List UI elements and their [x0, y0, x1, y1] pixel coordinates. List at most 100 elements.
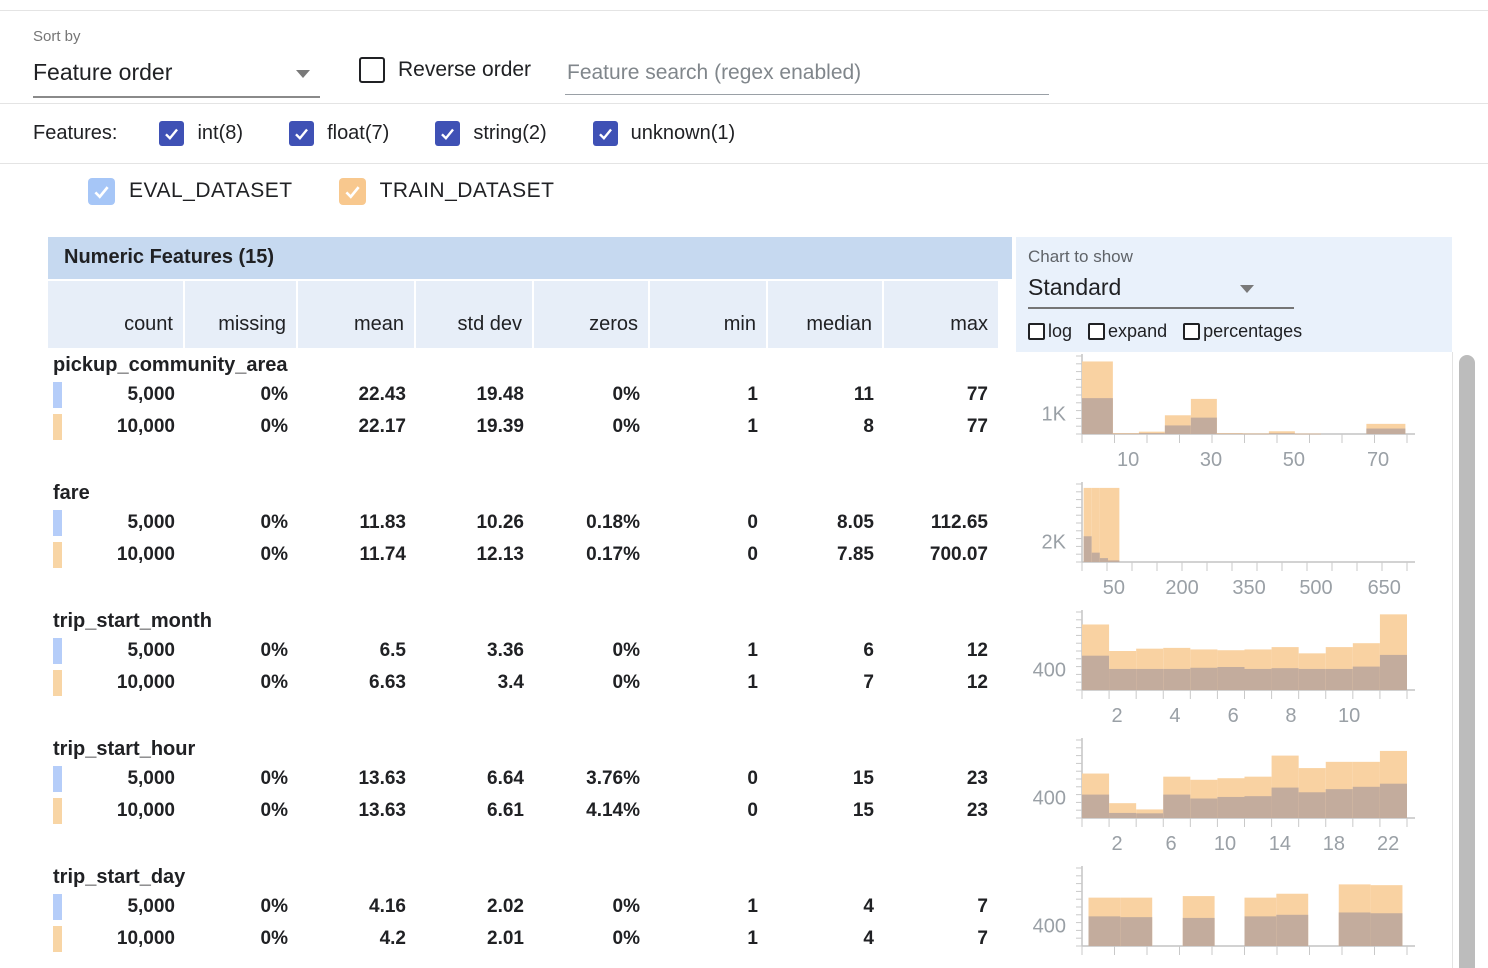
checked-checkbox — [289, 121, 314, 146]
chart-type-value: Standard — [1028, 269, 1294, 305]
svg-text:4: 4 — [1169, 705, 1180, 727]
stat-max: 12 — [884, 636, 998, 668]
vertical-scrollbar-thumb[interactable] — [1459, 355, 1475, 968]
stat-max: 77 — [884, 412, 998, 444]
sort-by-label: Sort by — [33, 28, 81, 45]
stat-std-dev: 3.4 — [416, 668, 534, 700]
chart-option-label: expand — [1108, 321, 1167, 342]
dataset-color-marker — [53, 382, 62, 408]
feature-type-checkbox-int[interactable]: int(8) — [159, 121, 243, 146]
check-icon — [162, 124, 181, 143]
stat-std-dev: 19.48 — [416, 380, 534, 412]
chart-option-percentages[interactable]: percentages — [1183, 321, 1302, 342]
stat-zeros: 0% — [534, 668, 650, 700]
svg-text:22: 22 — [1377, 833, 1399, 855]
stat-mean: 22.43 — [298, 380, 416, 412]
stat-missing: 0% — [185, 508, 298, 540]
feature-type-checkbox-unknown[interactable]: unknown(1) — [593, 121, 736, 146]
stat-min: 1 — [650, 892, 768, 924]
stat-mean: 6.63 — [298, 668, 416, 700]
svg-text:400: 400 — [1033, 916, 1066, 938]
feature-type-label: string(2) — [473, 122, 546, 145]
feature-name: trip_start_hour — [53, 738, 195, 761]
feature-type-label: unknown(1) — [631, 122, 736, 145]
checked-checkbox — [88, 178, 115, 205]
svg-text:200: 200 — [1165, 577, 1198, 599]
svg-text:400: 400 — [1033, 660, 1066, 682]
stat-mean: 4.2 — [298, 924, 416, 956]
sort-by-dropdown[interactable]: Feature order — [33, 52, 320, 98]
dataset-color-marker — [53, 894, 62, 920]
feature-type-filters: int(8) float(7) string(2) unknown(1) — [159, 121, 781, 146]
feature-type-checkbox-float[interactable]: float(7) — [289, 121, 389, 146]
stat-count: 5,000 — [48, 380, 185, 412]
checked-checkbox — [339, 178, 366, 205]
svg-text:70: 70 — [1367, 449, 1389, 471]
chart-option-log[interactable]: log — [1028, 321, 1072, 342]
dataset-checkbox-train_dataset[interactable]: TRAIN_DATASET — [339, 178, 555, 205]
stat-std-dev: 3.36 — [416, 636, 534, 668]
sort-by-value: Feature order — [33, 52, 320, 92]
stat-zeros: 0% — [534, 412, 650, 444]
scrollbar-track-edge — [1452, 352, 1453, 968]
stat-min: 0 — [650, 508, 768, 540]
stat-mean: 13.63 — [298, 764, 416, 796]
dataset-color-marker — [53, 670, 62, 696]
chart-type-dropdown[interactable]: Standard — [1028, 269, 1294, 309]
histogram-trip_start_day: 400 — [1012, 864, 1432, 968]
stats-row-eval: 5,0000%6.53.360%1612 — [48, 636, 1012, 668]
dataset-checkbox-eval_dataset[interactable]: EVAL_DATASET — [88, 178, 293, 205]
stat-mean: 4.16 — [298, 892, 416, 924]
column-header-median: median — [768, 281, 884, 348]
stats-row-train: 10,0000%4.22.010%147 — [48, 924, 1012, 956]
svg-text:2: 2 — [1112, 833, 1123, 855]
stat-zeros: 0.17% — [534, 540, 650, 572]
stat-median: 4 — [768, 892, 884, 924]
feature-block-trip_start_hour: trip_start_hour5,0000%13.636.643.76%0152… — [0, 736, 1488, 864]
stat-mean: 22.17 — [298, 412, 416, 444]
stat-count: 5,000 — [48, 636, 185, 668]
stat-median: 15 — [768, 796, 884, 828]
chevron-down-icon — [296, 70, 310, 78]
stat-missing: 0% — [185, 380, 298, 412]
stat-std-dev: 2.02 — [416, 892, 534, 924]
histogram-trip_start_hour: 4002610141822 — [1012, 736, 1432, 862]
svg-text:8: 8 — [1285, 705, 1296, 727]
stat-count: 10,000 — [48, 412, 185, 444]
chart-option-expand[interactable]: expand — [1088, 321, 1167, 342]
stats-row-train: 10,0000%6.633.40%1712 — [48, 668, 1012, 700]
svg-text:2K: 2K — [1042, 532, 1067, 554]
top-divider — [0, 10, 1488, 11]
dataset-label: EVAL_DATASET — [129, 179, 293, 203]
svg-text:10: 10 — [1117, 449, 1139, 471]
checked-checkbox — [593, 121, 618, 146]
stats-column-headers: countmissingmeanstd devzerosminmedianmax — [48, 281, 1012, 348]
check-icon — [342, 181, 363, 202]
stat-max: 7 — [884, 924, 998, 956]
chart-option-label: percentages — [1203, 321, 1302, 342]
check-icon — [596, 124, 615, 143]
stat-max: 77 — [884, 380, 998, 412]
stat-std-dev: 6.61 — [416, 796, 534, 828]
stats-row-train: 10,0000%11.7412.130.17%07.85700.07 — [48, 540, 1012, 572]
feature-name: trip_start_month — [53, 610, 212, 633]
reverse-order-checkbox[interactable] — [359, 57, 385, 83]
column-header-min: min — [650, 281, 768, 348]
unchecked-checkbox — [1183, 323, 1200, 340]
chevron-down-icon — [1240, 285, 1254, 293]
features-label: Features: — [33, 122, 117, 145]
facets-overview-app: Sort by Feature order Reverse order Feat… — [0, 0, 1488, 968]
feature-type-checkbox-string[interactable]: string(2) — [435, 121, 546, 146]
column-header-count: count — [48, 281, 185, 348]
stat-missing: 0% — [185, 540, 298, 572]
dataset-legend-row: EVAL_DATASET TRAIN_DATASET — [88, 167, 600, 215]
reverse-order-label: Reverse order — [398, 58, 531, 82]
stat-max: 12 — [884, 668, 998, 700]
feature-type-filter-row: Features: int(8) float(7) string(2) unknown… — [0, 104, 1488, 163]
feature-search-input[interactable] — [565, 52, 1049, 95]
stat-count: 5,000 — [48, 764, 185, 796]
stat-median: 8 — [768, 412, 884, 444]
filters-divider — [0, 163, 1488, 164]
dataset-color-marker — [53, 926, 62, 952]
svg-text:350: 350 — [1232, 577, 1265, 599]
